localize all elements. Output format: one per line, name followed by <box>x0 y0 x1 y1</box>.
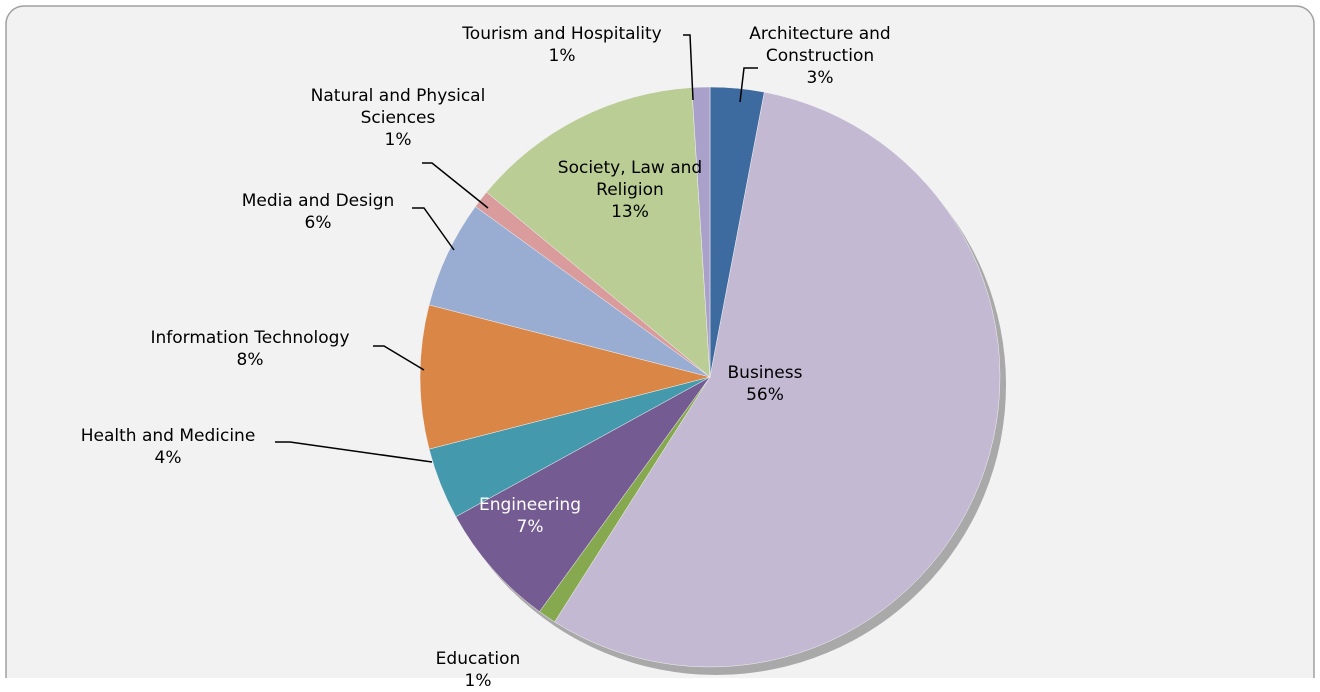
slice-label: Media and Design 6% <box>218 190 418 234</box>
label-value: 1% <box>464 671 492 691</box>
slice-label: Architecture and Construction 3% <box>725 23 915 89</box>
label-name: Society, Law and Religion <box>557 158 703 200</box>
leader-lines <box>275 34 758 463</box>
label-name: Tourism and Hospitality <box>462 24 662 44</box>
pie-slice <box>486 87 711 378</box>
label-value: 56% <box>746 385 784 405</box>
chart: Architecture and Construction 3% Business… <box>5 5 1315 691</box>
label-value: 6% <box>304 213 332 233</box>
slice-label: Business 56% <box>690 362 840 406</box>
leader-line <box>275 441 433 463</box>
slice-label: Society, Law and Religion 13% <box>543 157 718 223</box>
label-name: Information Technology <box>150 328 350 348</box>
label-name: Business <box>727 363 803 383</box>
leader-line <box>412 207 455 251</box>
pie-slice <box>419 304 711 450</box>
label-value: 3% <box>806 68 834 88</box>
leader-line <box>373 345 425 371</box>
label-name: Education <box>435 649 521 669</box>
slice-label: Health and Medicine 4% <box>33 425 303 469</box>
leader-line <box>739 67 758 103</box>
label-name: Health and Medicine <box>80 426 256 446</box>
slice-label: Engineering 7% <box>455 494 605 538</box>
leader-line <box>422 162 489 209</box>
label-value: 4% <box>154 448 182 468</box>
label-name: Media and Design <box>241 191 395 211</box>
label-value: 13% <box>611 202 649 222</box>
label-name: Natural and Physical Sciences <box>310 86 486 128</box>
pie-slice <box>455 376 711 612</box>
slice-label: Tourism and Hospitality 1% <box>427 23 697 67</box>
label-name: Engineering <box>479 495 581 515</box>
pie-slice <box>554 91 1001 668</box>
slice-label: Information Technology 8% <box>115 327 385 371</box>
label-name: Architecture and Construction <box>749 24 891 66</box>
slice-label: Education 1% <box>403 648 553 692</box>
slice-label: Natural and Physical Sciences 1% <box>283 85 513 151</box>
chart-canvas <box>5 5 1315 678</box>
pie <box>419 86 1001 668</box>
label-value: 7% <box>516 517 544 537</box>
label-value: 1% <box>548 46 576 66</box>
label-value: 8% <box>236 350 264 370</box>
label-value: 1% <box>384 130 412 150</box>
leader-line <box>683 34 694 101</box>
